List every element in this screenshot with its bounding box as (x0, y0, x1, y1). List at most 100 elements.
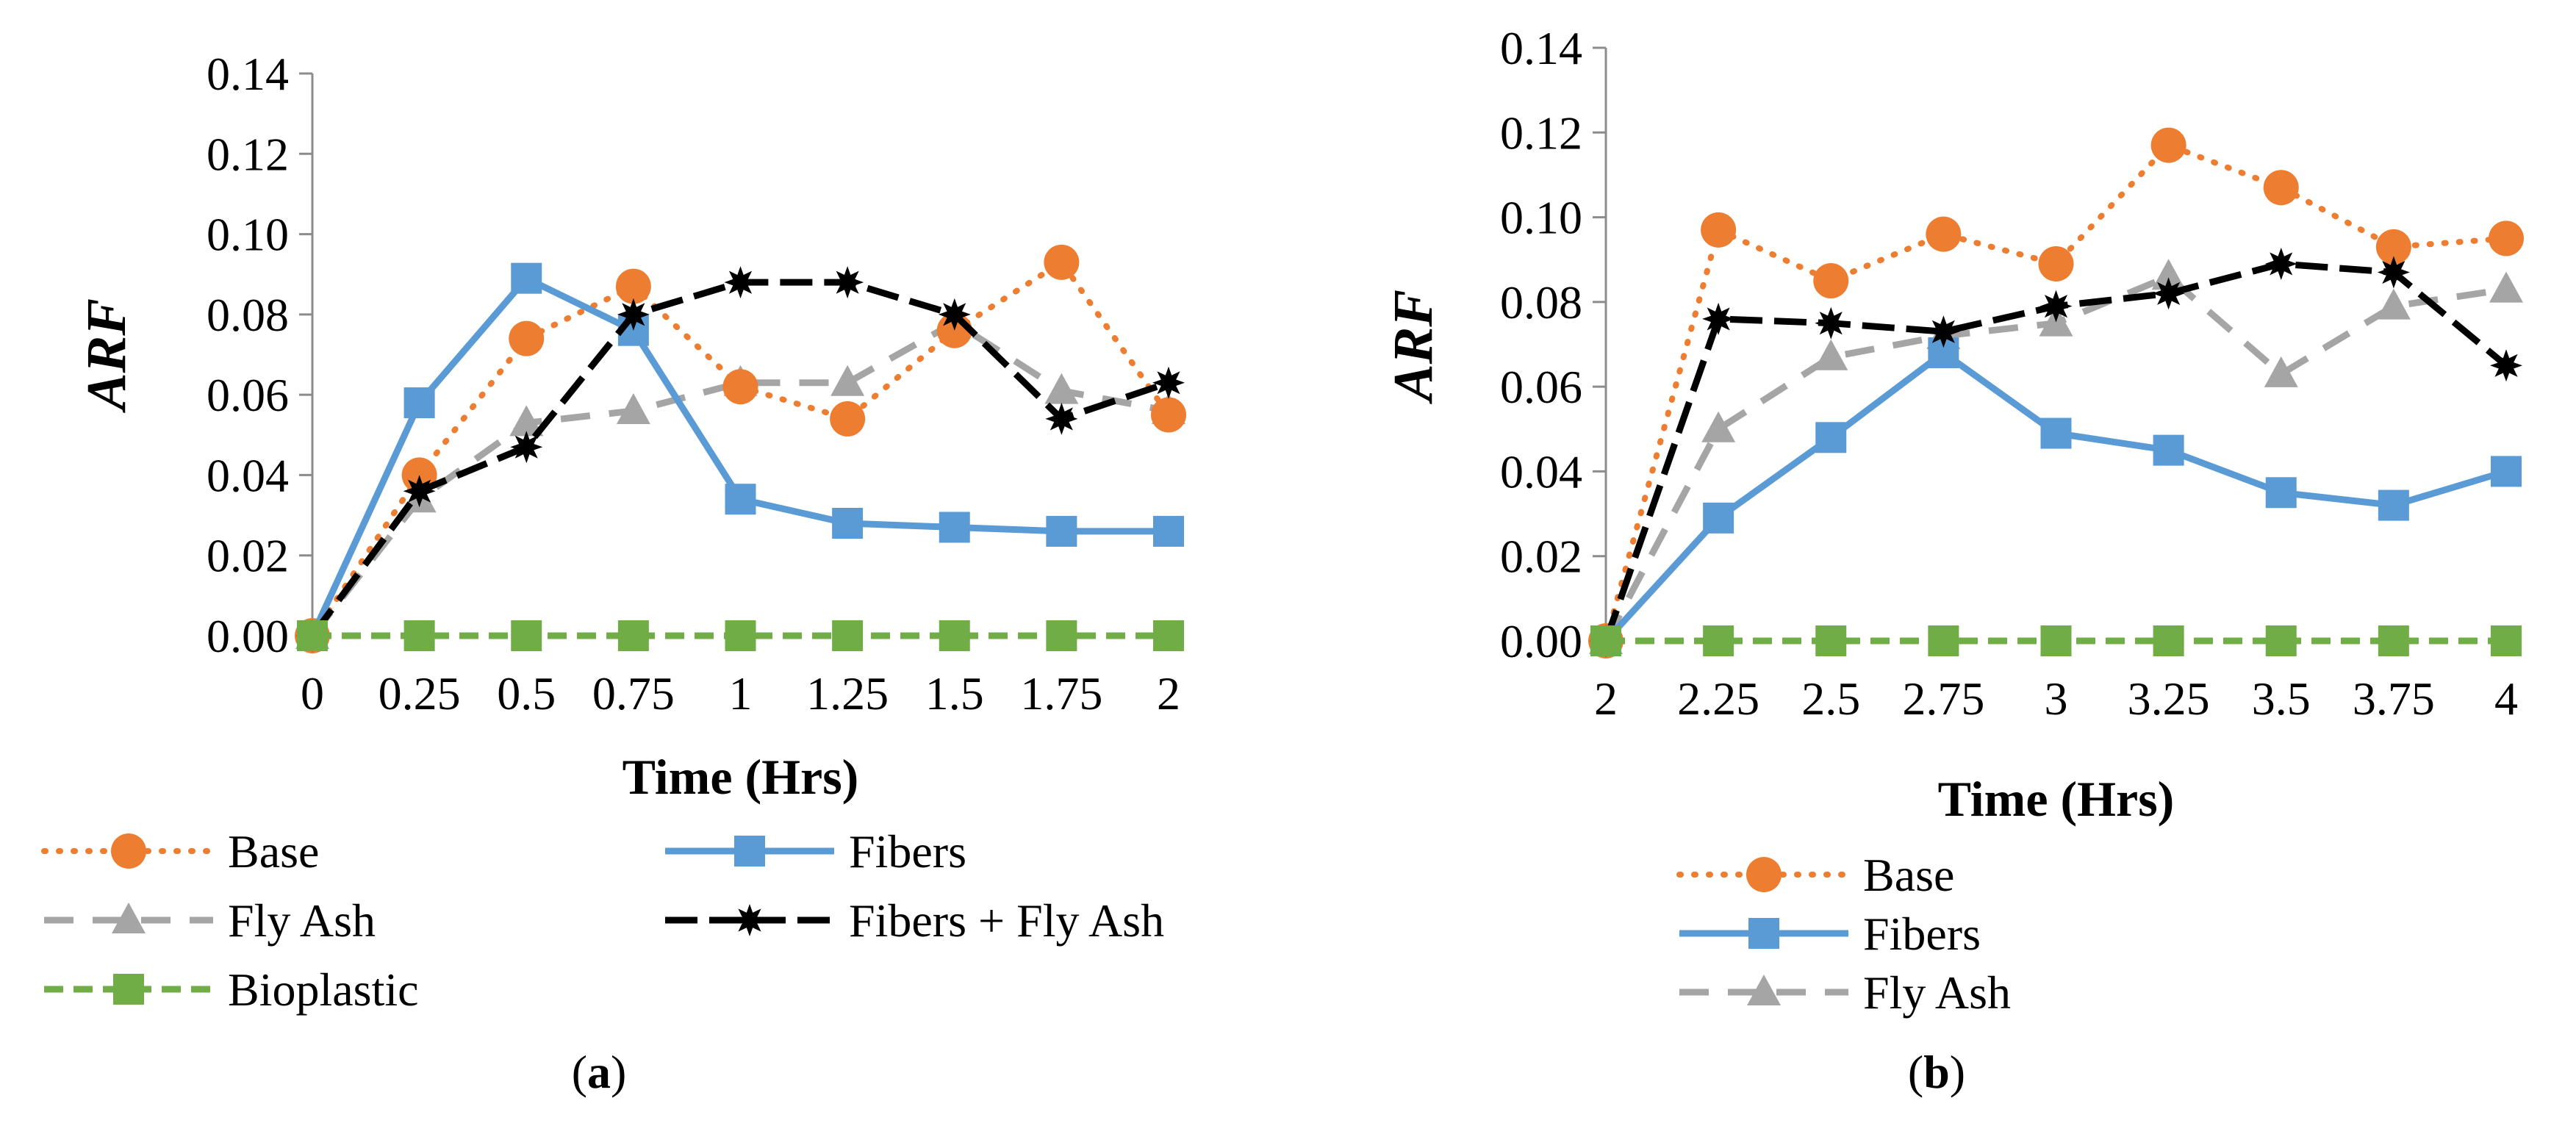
panel-a-point-fibers-plus-fly-ash (938, 298, 971, 331)
panel-b-legend: Base Fibers Fly Ash (1676, 849, 2011, 1019)
panel-a-legend-entry-fibers: Fibers (665, 825, 966, 878)
panel-a-x-axis-title: Time (Hrs) (623, 749, 859, 805)
panel-a-point-bioplastic (403, 620, 435, 651)
panel-b-x-tick-label: 2 (1594, 672, 1618, 725)
panel-b-point-bioplastic (1590, 625, 1621, 656)
panel-a-legend: Base Fibers Fly Ash Fibers + Fly Ash Bioplas… (41, 825, 1164, 1016)
panel-a-legend-marker-fibers (734, 836, 765, 867)
panel-a-y-tick-label: 0.00 (207, 610, 289, 662)
panel-b-point-fibers-plus-fly-ash (2152, 277, 2185, 310)
panel-a-series-fibers-plus-fly-ash (296, 266, 1185, 652)
panel-a-series-base (295, 244, 1186, 653)
panel-a-point-fly-ash (1044, 373, 1079, 404)
panel-b-legend-marker-base (1746, 857, 1782, 892)
panel-b-point-fibers (2153, 434, 2184, 466)
panel-a-point-fibers (832, 508, 864, 539)
panel-a-x-tick-label: 1.5 (925, 667, 984, 720)
panel-b-point-fibers (2378, 489, 2409, 521)
panel-b-y-tick-label: 0.06 (1500, 361, 1582, 413)
panel-a-x-tick-label: 1.25 (806, 667, 889, 720)
panel-a-point-fibers (511, 262, 542, 294)
panel-b-point-base (1926, 216, 1962, 252)
panel-b-y-tick-label: 0.10 (1500, 192, 1582, 244)
panel-b-point-bioplastic (2153, 625, 2184, 656)
panel-b-point-fibers (2265, 477, 2297, 509)
panel-a-point-fibers-plus-fly-ash (831, 266, 864, 299)
panel-a-y-tick-label: 0.14 (207, 48, 289, 100)
panel-a-y-tick-label: 0.12 (207, 128, 289, 180)
panel-b-labels: 0.00 0.02 0.04 0.06 0.08 0.10 0.12 0.14 2 2.25 2.5… (1382, 22, 2518, 827)
panel-b-legend-marker-fly-ash (1747, 975, 1781, 1005)
panel-b-legend-label-base: Base (1863, 849, 1954, 901)
panel-b-legend-entry-fibers: Fibers (1679, 908, 1981, 960)
panel-a-legend-entry-base: Base (41, 825, 319, 878)
panel-a-x-tick-label: 2 (1157, 667, 1180, 720)
panel-b-y-tick-label: 0.12 (1500, 107, 1582, 159)
panel-b-x-tick-label: 4 (2494, 672, 2518, 725)
panel-a-series-fibers (297, 262, 1184, 651)
panel-b-legend-label-fly-ash: Fly Ash (1863, 966, 2011, 1019)
panel-a-point-fibers-plus-fly-ash (1152, 366, 1185, 399)
panel-a-caption: (a) (572, 1046, 627, 1098)
panel-b-legend-entry-fly-ash: Fly Ash (1679, 966, 2011, 1019)
panel-a-point-fly-ash (830, 365, 865, 396)
panel-a-series (295, 244, 1186, 653)
panel-a-series-bioplastic (297, 620, 1184, 651)
panel-a-x-tick-label: 0.25 (378, 667, 461, 720)
panel-b-point-fly-ash (1814, 339, 1848, 370)
panel-a-legend-label-fibers: Fibers (849, 825, 966, 878)
panel-a-point-base (1044, 244, 1080, 280)
panel-b-point-fly-ash (2264, 356, 2298, 387)
panel-b-point-fibers-plus-fly-ash (2490, 349, 2522, 382)
panel-a-line-fibers (309, 275, 1169, 637)
panel-a-point-fibers-plus-fly-ash (510, 431, 543, 464)
panel-a: 0.00 0.02 0.04 0.06 0.08 0.10 0.12 0.14 0 0.25 0.5… (41, 48, 1186, 1098)
panel-b-point-base (1701, 212, 1737, 248)
panel-a-line-fibers-plus-fly-ash (309, 279, 1170, 638)
panel-b-caption: (b) (1908, 1046, 1965, 1098)
panel-a-x-tick-label: 1.75 (1020, 667, 1102, 720)
panel-a-point-fly-ash (616, 393, 650, 424)
panel-a-point-base (722, 369, 758, 405)
panel-b-point-fibers-plus-fly-ash (2264, 248, 2297, 280)
panel-b-line-base (1603, 142, 2509, 644)
panel-a-point-fibers (1046, 515, 1077, 547)
panel-a-legend-marker-fly-ash (112, 903, 146, 933)
panel-a-point-bioplastic (511, 620, 542, 651)
panel-a-legend-label-fly-ash: Fly Ash (228, 894, 376, 947)
panel-a-y-tick-label: 0.02 (207, 530, 289, 582)
panel-b-y-tick-label: 0.02 (1500, 531, 1582, 583)
panel-a-axes (299, 72, 314, 637)
panel-b-point-fly-ash (2151, 259, 2186, 290)
panel-b-y-tick-label: 0.14 (1500, 22, 1582, 74)
panel-a-point-bioplastic (1046, 620, 1077, 651)
panel-b-point-bioplastic (2491, 625, 2522, 656)
panel-a-point-base (509, 320, 545, 356)
panel-b-y-tick-label: 0.04 (1500, 445, 1582, 498)
panel-b-point-fly-ash (1701, 411, 1736, 442)
panel-b-point-base (1813, 263, 1849, 299)
panel-b-point-fibers-plus-fly-ash (1815, 306, 1848, 340)
panel-b-y-axis-title: ARF (1382, 290, 1444, 404)
panel-a-point-fibers (1153, 515, 1184, 547)
panel-b-point-base (2150, 127, 2186, 163)
panel-a-x-tick-label: 0.75 (592, 667, 675, 720)
panel-a-y-tick-label: 0.04 (207, 449, 289, 501)
panel-a-point-bioplastic (832, 620, 864, 651)
panel-a-point-bioplastic (939, 620, 970, 651)
panel-b-axes (1593, 46, 1607, 642)
panel-a-point-fibers-plus-fly-ash (724, 266, 757, 299)
panel-a-y-axis-title: ARF (76, 298, 137, 413)
panel-b: 0.00 0.02 0.04 0.06 0.08 0.10 0.12 0.14 2 2.25 2.5… (1382, 22, 2524, 1098)
panel-a-point-fibers-plus-fly-ash (617, 298, 650, 331)
panel-b-point-bioplastic (2265, 625, 2297, 656)
panel-b-series-bioplastic (1590, 625, 2522, 656)
panel-a-point-fly-ash (509, 405, 544, 437)
panel-b-point-fibers (1815, 422, 1847, 453)
panel-a-legend-marker-fibers-plus-fly-ash (733, 904, 766, 936)
panel-a-point-bioplastic (1153, 620, 1184, 651)
panel-b-x-tick-label: 2.75 (1902, 672, 1984, 725)
panel-b-point-fibers (2491, 456, 2522, 487)
panel-b-point-fibers-plus-fly-ash (2039, 290, 2073, 323)
